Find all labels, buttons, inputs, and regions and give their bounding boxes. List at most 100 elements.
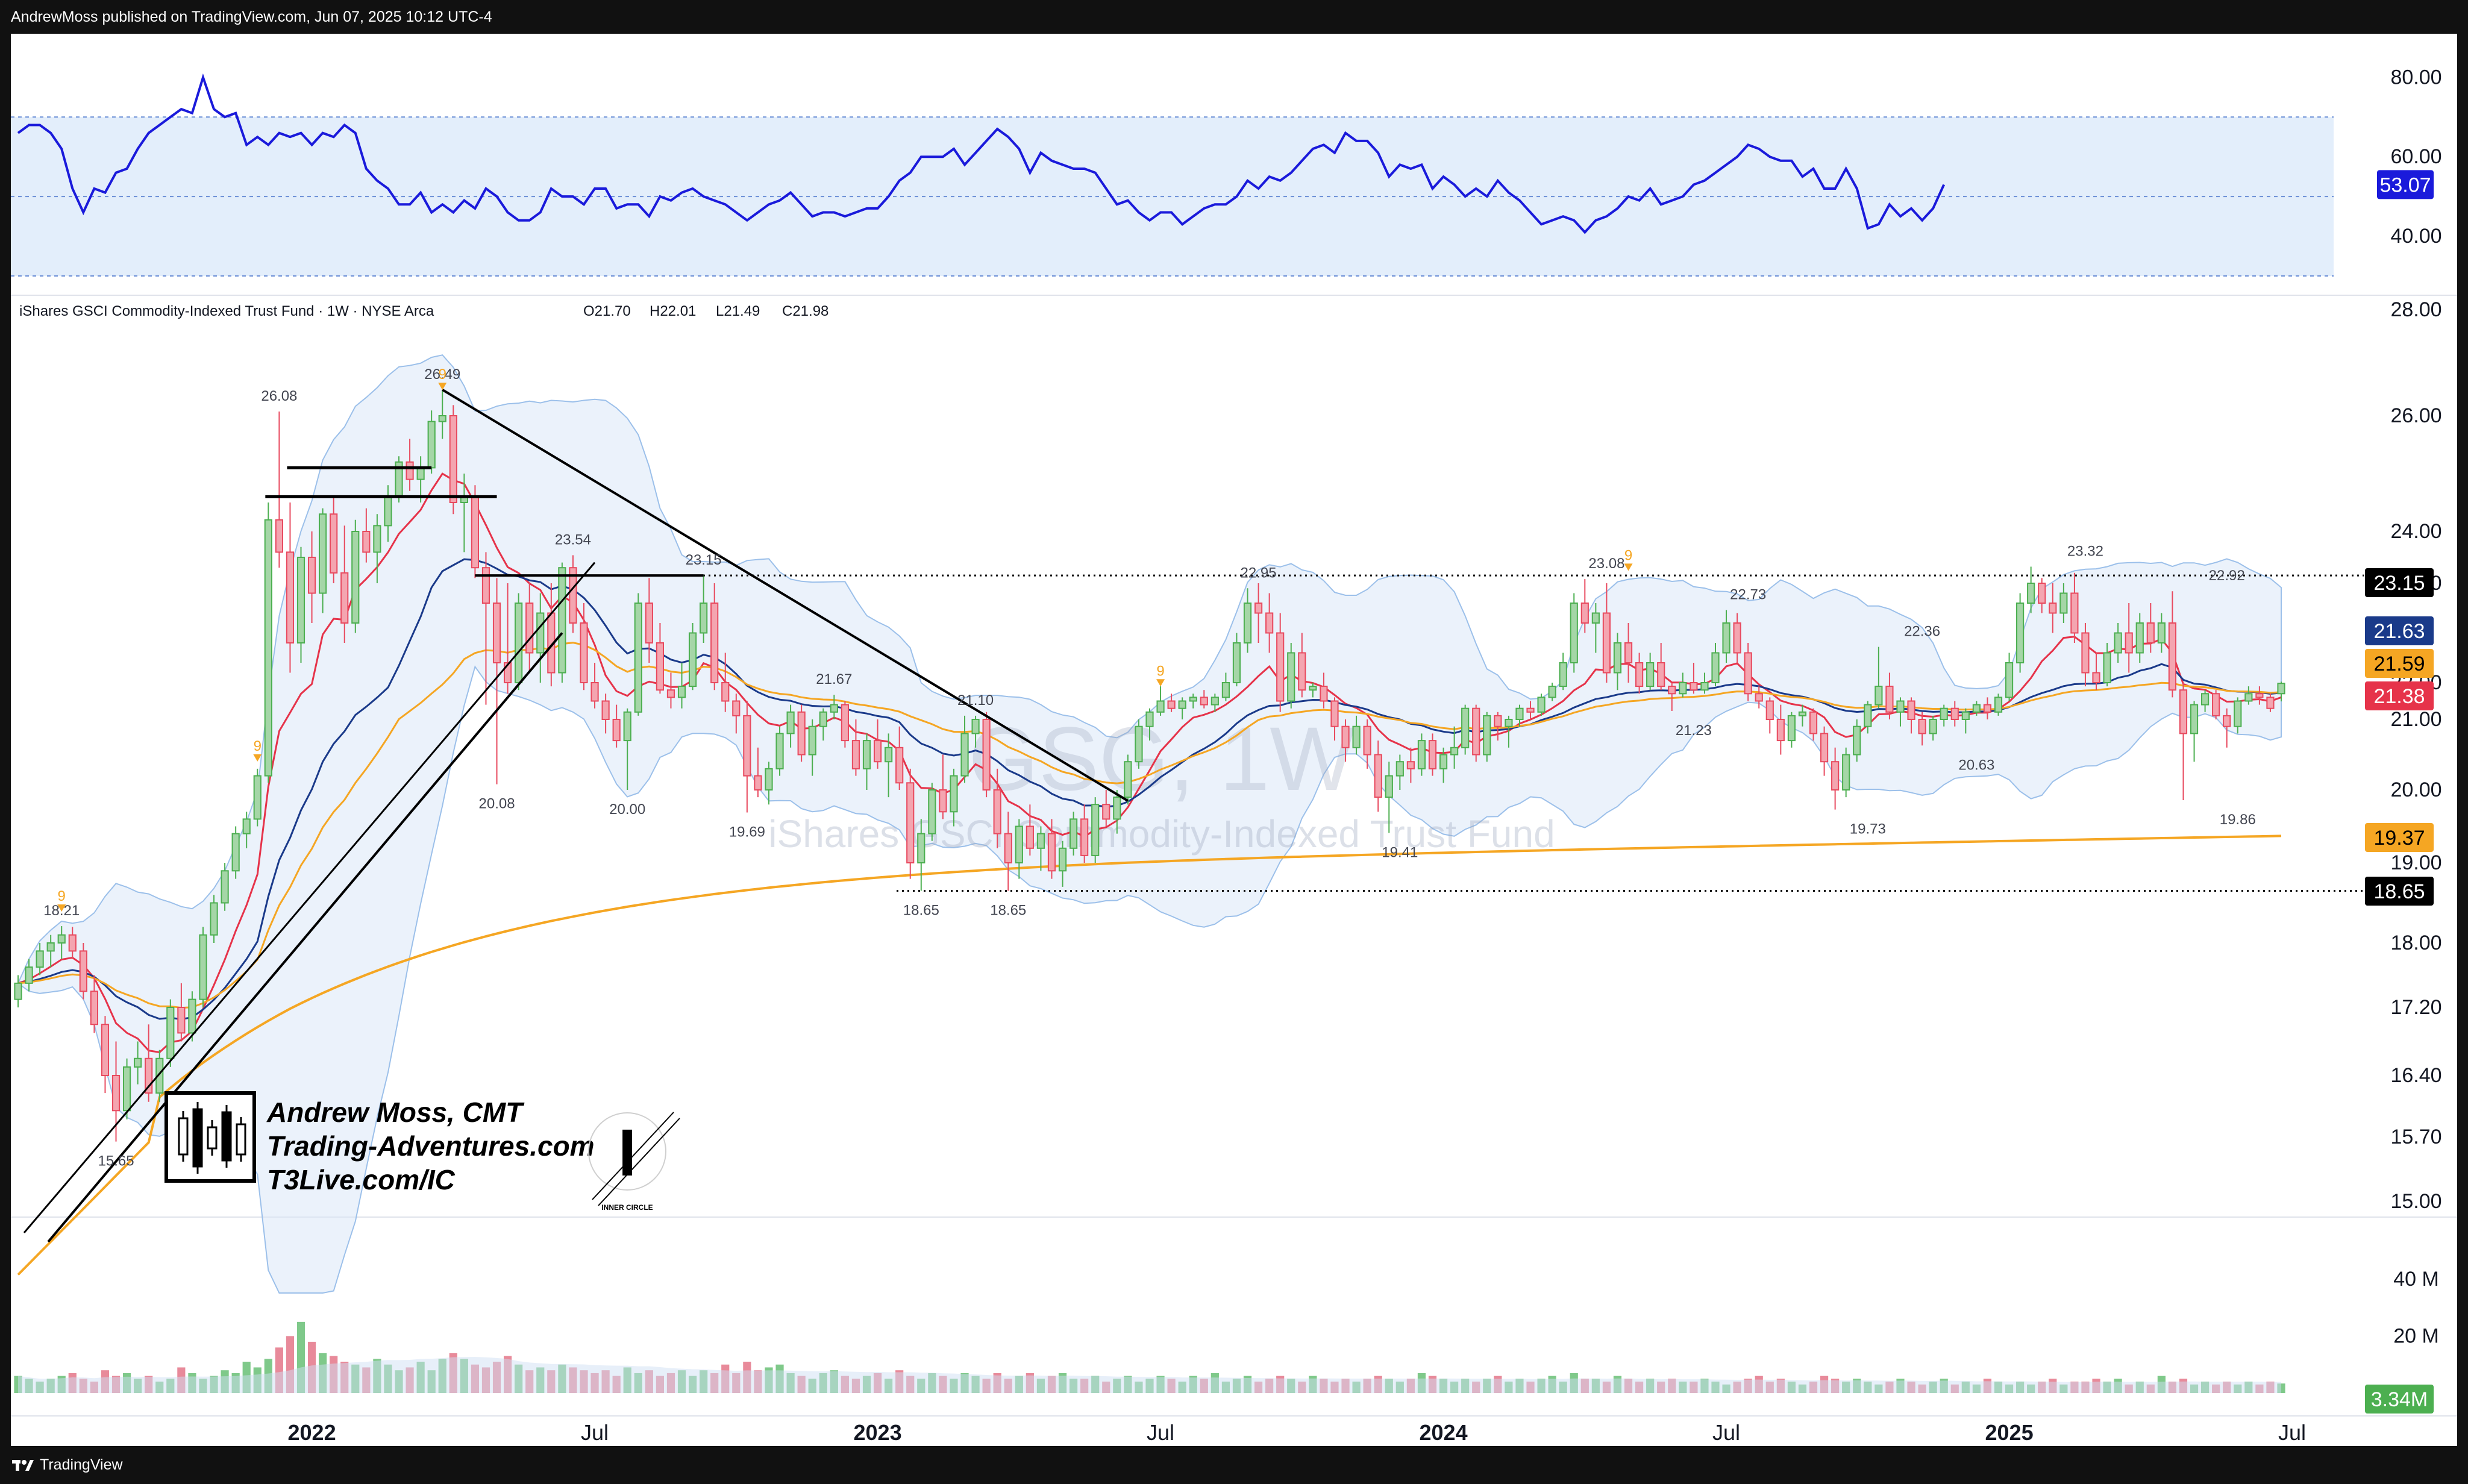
candle: [2114, 632, 2122, 654]
candle: [1374, 754, 1382, 798]
candle: [2200, 693, 2210, 706]
candle: [1950, 707, 1959, 720]
price-annotation: 26.08: [261, 388, 297, 404]
candle: [993, 789, 1001, 834]
price-annotation: 20.00: [609, 801, 645, 818]
price-tick-label: 26.00: [2390, 404, 2441, 427]
candle: [438, 415, 446, 422]
candle: [406, 461, 414, 480]
candle: [851, 740, 860, 769]
candle: [319, 513, 327, 594]
candle: [1972, 704, 1981, 713]
candle: [1254, 603, 1263, 614]
x-axis-label: 2023: [854, 1420, 902, 1445]
candle: [384, 496, 392, 527]
price-annotation: 26.49: [424, 366, 460, 383]
candle: [2103, 652, 2111, 683]
candle: [1798, 711, 1807, 716]
candle: [503, 662, 512, 683]
candle: [1918, 719, 1926, 734]
candle: [1787, 715, 1796, 742]
candle: [2234, 700, 2242, 727]
candle: [808, 725, 816, 756]
price-annotation: 23.08: [1588, 556, 1624, 572]
candle: [536, 612, 545, 654]
candle: [786, 711, 795, 734]
candle: [1091, 804, 1100, 856]
price-annotation: 23.15: [686, 552, 722, 568]
candle: [1004, 833, 1012, 863]
candle: [340, 572, 349, 624]
candle: [416, 467, 425, 480]
candle: [2244, 693, 2253, 702]
price-annotation: 23.32: [2067, 543, 2103, 559]
sequential-marker-arrow: [1624, 563, 1633, 571]
volume-ma-area: [18, 1357, 2281, 1393]
sequential-marker-arrow: [1156, 679, 1165, 687]
candle: [2266, 697, 2275, 709]
candle: [841, 704, 849, 742]
candle: [427, 421, 436, 469]
candle: [36, 950, 44, 968]
candle: [917, 833, 926, 863]
candle: [471, 496, 480, 569]
price-tag-label: 21.59: [2373, 653, 2425, 675]
candle: [1679, 682, 1687, 695]
sequential-marker: 9: [1156, 663, 1164, 679]
rsi-last-value: 53.07: [2379, 174, 2431, 196]
candle: [122, 1066, 131, 1112]
candle: [1167, 700, 1176, 709]
candle: [2255, 693, 2264, 698]
candle: [1428, 740, 1437, 769]
candle: [2168, 622, 2177, 691]
candle: [525, 603, 534, 654]
candle: [57, 934, 66, 944]
volume-tick-label: 20 M: [2393, 1325, 2439, 1348]
candle: [1831, 761, 1840, 791]
candle: [960, 733, 969, 777]
candle: [2277, 683, 2285, 695]
candle: [939, 789, 947, 813]
candle: [2223, 715, 2231, 727]
candle: [373, 525, 381, 553]
price-annotation: 23.54: [555, 532, 591, 548]
candle: [1940, 707, 1948, 720]
candle: [1145, 711, 1154, 727]
candle: [1711, 652, 1720, 683]
sequential-marker: 9: [58, 888, 66, 904]
candle: [873, 740, 882, 763]
sequential-marker-arrow: [57, 904, 66, 912]
brand-logo-candle: [236, 1123, 246, 1156]
candle: [743, 715, 751, 777]
branding-group: Andrew Moss, CMTTrading-Adventures.comT3…: [164, 1091, 680, 1212]
price-annotation: 21.10: [957, 692, 994, 709]
candle: [351, 531, 360, 624]
candle: [1341, 725, 1350, 748]
rsi-tick-label: 60.00: [2390, 145, 2441, 168]
candle: [1417, 740, 1426, 769]
candle: [1961, 711, 1970, 721]
candle: [1069, 818, 1078, 849]
candle: [2157, 622, 2166, 643]
candle: [1352, 725, 1361, 748]
candle: [1907, 700, 1915, 720]
candle: [1200, 697, 1208, 706]
brand-link: T3Live.com/IC: [267, 1164, 456, 1195]
candle: [1276, 632, 1285, 702]
inner-circle-ring: [588, 1112, 666, 1191]
rsi-line: [17, 73, 1946, 234]
price-annotation: 19.73: [1850, 821, 1886, 837]
candle: [862, 740, 871, 769]
candle: [775, 733, 784, 769]
candle: [1755, 693, 1763, 702]
candle: [1559, 662, 1567, 687]
candle: [1026, 825, 1034, 849]
candle: [307, 557, 316, 594]
candle: [1668, 686, 1676, 695]
price-tag: [2365, 568, 2434, 597]
price-annotation: 18.65: [990, 903, 1026, 919]
candle: [1461, 707, 1470, 748]
candle: [449, 415, 457, 503]
chart-area[interactable]: 80.00 60.00 40.00 53.07 GSG, 1W iShares GSCI …: [11, 34, 2457, 1446]
